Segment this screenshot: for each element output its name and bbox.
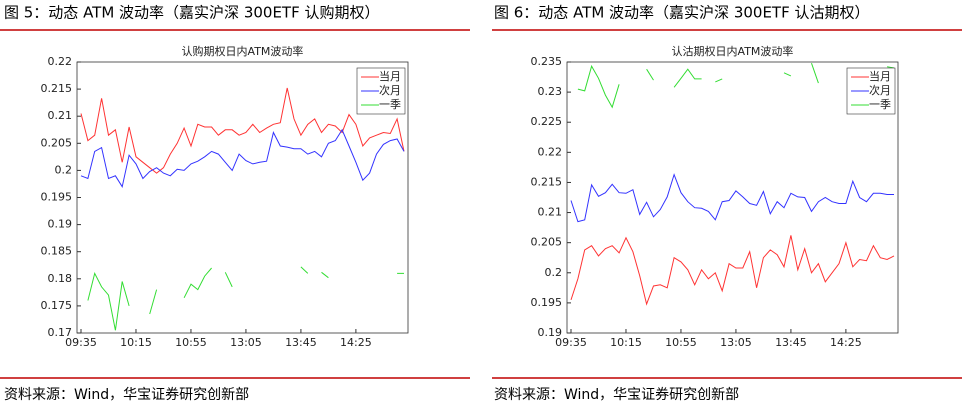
- x-tick-label: 13:45: [775, 336, 807, 349]
- plot-area: [76, 61, 409, 334]
- source-note: 资料来源：Wind，华宝证券研究创新部: [494, 387, 739, 403]
- y-tick-label: 0.23: [538, 85, 563, 98]
- x-tick-label: 10:15: [120, 336, 152, 349]
- y-tick-label: 0.21: [48, 109, 73, 122]
- series-line: [577, 63, 895, 109]
- y-tick-label: 0.235: [531, 55, 563, 68]
- series-line: [80, 128, 405, 189]
- y-tick-label: 0.215: [41, 82, 73, 95]
- y-tick-label: 0.175: [41, 299, 73, 312]
- source-note: 资料来源：Wind，华宝证券研究创新部: [4, 387, 249, 403]
- y-tick-label: 0.17: [48, 326, 73, 339]
- x-tick-label: 13:45: [285, 336, 317, 349]
- y-tick-label: 0.19: [538, 326, 563, 339]
- y-tick-label: 0.185: [41, 245, 73, 258]
- legend-label: 次月: [379, 83, 401, 97]
- figure-caption: 图 5：动态 ATM 波动率（嘉实沪深 300ETF 认购期权）: [4, 4, 380, 22]
- x-tick-label: 10:15: [610, 336, 642, 349]
- x-tick-label: 10:55: [175, 336, 207, 349]
- y-tick-label: 0.21: [538, 206, 563, 219]
- legend-label: 次月: [869, 83, 891, 97]
- x-tick-label: 13:05: [230, 336, 262, 349]
- y-tick-label: 0.18: [48, 272, 73, 285]
- legend-label: 当月: [869, 69, 891, 83]
- y-tick-label: 0.2: [55, 163, 73, 176]
- y-tick-label: 0.225: [531, 115, 563, 128]
- y-tick-label: 0.205: [531, 236, 563, 249]
- chart-title: 认购期权日内ATM波动率: [182, 44, 304, 58]
- x-tick-label: 14:25: [830, 336, 862, 349]
- figure-caption: 图 6：动态 ATM 波动率（嘉实沪深 300ETF 认沽期权）: [494, 4, 870, 22]
- legend-label: 当月: [379, 69, 401, 83]
- chart-title: 认沽期权日内ATM波动率: [672, 44, 794, 58]
- y-tick-label: 0.2: [545, 266, 563, 279]
- plot-area: [566, 61, 899, 334]
- y-tick-label: 0.215: [531, 175, 563, 188]
- x-tick-label: 09:35: [65, 336, 97, 349]
- y-tick-label: 0.205: [41, 136, 73, 149]
- series-line: [87, 266, 404, 331]
- x-tick-label: 09:35: [555, 336, 587, 349]
- y-tick-label: 0.195: [41, 191, 73, 204]
- y-tick-label: 0.22: [538, 145, 563, 158]
- y-tick-label: 0.22: [48, 55, 73, 68]
- series-line: [570, 235, 895, 306]
- legend-label: 一季: [379, 98, 401, 111]
- y-tick-label: 0.19: [48, 218, 73, 231]
- x-tick-label: 14:25: [340, 336, 372, 349]
- legend-label: 一季: [869, 98, 891, 111]
- x-tick-label: 13:05: [720, 336, 752, 349]
- x-tick-label: 10:55: [665, 336, 697, 349]
- series-line: [570, 173, 894, 223]
- series-line: [80, 87, 405, 174]
- y-tick-label: 0.195: [531, 296, 563, 309]
